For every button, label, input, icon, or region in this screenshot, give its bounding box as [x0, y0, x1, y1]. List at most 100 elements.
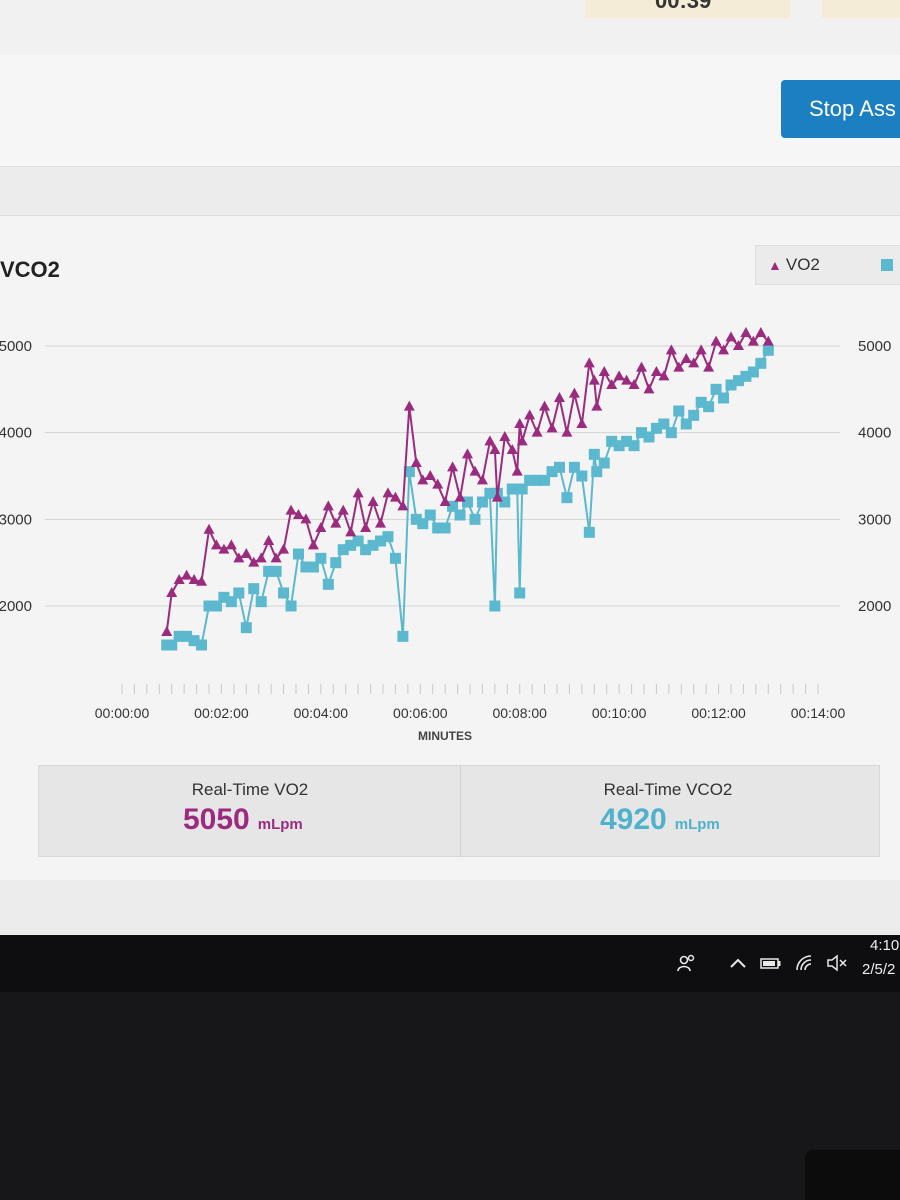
- chart-legend[interactable]: ▲ VO2: [755, 245, 900, 285]
- vco2-data-point: [233, 587, 245, 599]
- x-tick-label: 00:12:00: [691, 705, 746, 721]
- vo2-data-point: [506, 444, 518, 454]
- vo2-data-point: [628, 379, 640, 389]
- vco2-data-point: [300, 561, 312, 573]
- vco2-data-point: [173, 630, 185, 642]
- wifi-icon[interactable]: [792, 949, 818, 977]
- people-icon[interactable]: [674, 949, 700, 977]
- vo2-data-point: [695, 344, 707, 355]
- vo2-data-point: [173, 574, 185, 584]
- vo2-data-point: [166, 587, 178, 597]
- y-tick-label-left: 3000: [0, 511, 32, 528]
- vo2-data-point: [161, 626, 173, 636]
- vo2-data-point: [591, 400, 603, 411]
- vo2-data-point: [643, 383, 655, 394]
- timer-value: 00:39: [655, 0, 712, 13]
- vco2-data-point: [489, 600, 501, 612]
- clock-time[interactable]: 4:10: [870, 937, 900, 954]
- vo2-data-point: [688, 357, 700, 368]
- vo2-data-point: [621, 374, 633, 385]
- vco2-stat-value-wrap: 4920 mLpm: [600, 803, 720, 837]
- vco2-data-point: [263, 565, 275, 577]
- vo2-data-point: [680, 353, 692, 363]
- vo2-data-point: [263, 535, 275, 545]
- vco2-data-point: [747, 366, 759, 378]
- vo2-data-point: [583, 357, 595, 368]
- vo2-data-point: [255, 552, 267, 563]
- vo2-data-point: [588, 374, 600, 385]
- vco2-data-point: [695, 396, 707, 408]
- chevron-up-icon[interactable]: [725, 949, 751, 977]
- vco2-data-point: [225, 596, 237, 608]
- vco2-data-point: [382, 531, 394, 543]
- bezel-corner: [805, 1150, 900, 1200]
- vco2-data-point: [628, 440, 640, 452]
- vo2-data-point: [740, 327, 752, 337]
- vo2-data-point: [606, 379, 618, 389]
- timer-box: 00:39: [585, 0, 790, 18]
- vco2-stat-label: Real-Time VCO2: [603, 780, 733, 799]
- legend-vo2-label: VO2: [785, 255, 820, 274]
- vco2-data-point: [270, 565, 282, 577]
- clock-date[interactable]: 2/5/2: [862, 961, 896, 978]
- battery-icon[interactable]: [758, 949, 784, 977]
- vo2-data-point: [397, 500, 409, 511]
- stop-assessment-button[interactable]: Stop Ass: [781, 80, 900, 138]
- vco2-data-point: [285, 600, 297, 612]
- vco2-data-point: [403, 466, 415, 478]
- vo2-data-point: [292, 509, 304, 519]
- vco2-data-point: [591, 466, 603, 478]
- vco2-data-point: [673, 405, 685, 417]
- vco2-data-point: [375, 535, 387, 547]
- vo2-data-point: [345, 526, 357, 537]
- vco2-data-point: [196, 639, 208, 651]
- vco2-data-point: [360, 544, 372, 556]
- vco2-data-point: [439, 522, 451, 534]
- vo2-data-point: [248, 556, 260, 567]
- vo2-data-point: [762, 335, 774, 346]
- y-tick-label-left: 2000: [0, 598, 32, 615]
- vo2-stat-unit: mLpm: [257, 816, 303, 833]
- realtime-stats-panel: [38, 765, 880, 857]
- vo2-data-point: [476, 474, 488, 485]
- vo2-data-point: [240, 548, 252, 558]
- vo2-stat-value-wrap: 5050 mLpm: [183, 803, 303, 837]
- triangle-marker-icon: ▲: [768, 257, 782, 273]
- vo2-stat-label: Real-Time VO2: [191, 780, 309, 799]
- volume-muted-icon[interactable]: [824, 949, 850, 977]
- vo2-data-point: [636, 361, 648, 372]
- x-tick-label: 00:02:00: [194, 705, 249, 721]
- x-tick-label: 00:08:00: [492, 705, 547, 721]
- x-axis-label: MINUTES: [418, 729, 472, 743]
- vo2-data-point: [568, 387, 580, 398]
- vco2-data-point: [762, 344, 774, 356]
- vco2-data-point: [330, 557, 342, 569]
- vco2-data-point: [248, 583, 260, 595]
- square-marker-icon[interactable]: [881, 259, 893, 271]
- vo2-data-point: [462, 448, 474, 459]
- vo2-data-point: [491, 491, 503, 502]
- vco2-data-point: [613, 440, 625, 452]
- vo2-data-point: [382, 487, 394, 498]
- vo2-data-point: [278, 543, 290, 554]
- vco2-data-point: [606, 435, 618, 447]
- vco2-data-point: [755, 357, 767, 369]
- vco2-data-point: [322, 578, 334, 590]
- y-tick-label-right: 3000: [858, 511, 891, 528]
- vo2-data-point: [181, 569, 193, 580]
- vco2-data-point: [454, 509, 466, 521]
- vco2-data-point: [203, 600, 215, 612]
- vco2-data-point: [539, 474, 551, 486]
- x-tick-label: 00:04:00: [294, 705, 349, 721]
- vo2-data-point: [710, 335, 722, 346]
- vco2-data-point: [307, 561, 319, 573]
- vo2-data-point: [747, 335, 759, 346]
- vo2-data-point: [511, 465, 523, 476]
- x-tick-label: 00:00:00: [95, 705, 150, 721]
- vco2-data-point: [345, 539, 357, 551]
- legend-item-vo2[interactable]: ▲ VO2: [768, 255, 820, 275]
- vco2-data-point: [732, 375, 744, 387]
- vco2-data-point: [218, 591, 230, 603]
- y-tick-label-left: 4000: [0, 425, 32, 442]
- vco2-data-point: [576, 470, 588, 482]
